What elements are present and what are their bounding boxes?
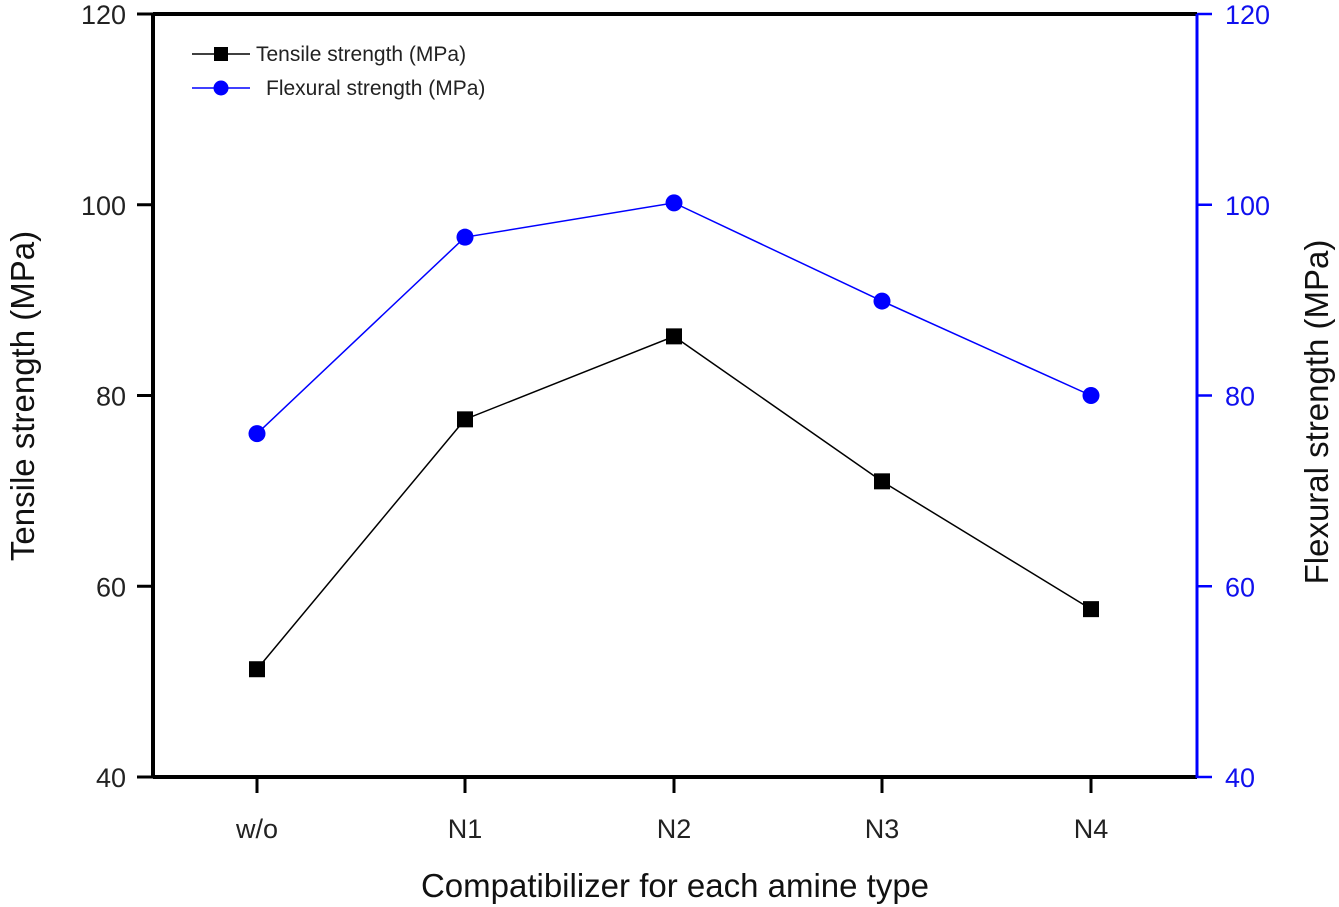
tensile-point-N3 bbox=[874, 473, 890, 490]
y-tick-label: 80 bbox=[96, 382, 126, 412]
y-tick-label: 100 bbox=[81, 191, 126, 221]
legend-marker-flexural bbox=[213, 80, 229, 96]
y2-axis-title: Flexural strength (MPa) bbox=[1298, 240, 1335, 585]
flexural-point-N4 bbox=[1082, 387, 1100, 404]
y2-tick-label: 60 bbox=[1225, 572, 1255, 602]
tensile-point-wo bbox=[249, 661, 265, 678]
y2-tick-label: 100 bbox=[1225, 191, 1270, 221]
flexural-point-wo bbox=[248, 425, 266, 443]
series-line-flexural bbox=[256, 202, 1092, 435]
x-tick-label: w/o bbox=[235, 814, 278, 844]
y-tick-label: 60 bbox=[96, 572, 126, 602]
x-tick-label: N3 bbox=[865, 814, 900, 844]
tensile-point-N4 bbox=[1083, 601, 1099, 618]
y2-tick-label: 120 bbox=[1225, 0, 1270, 30]
x-tick-label: N2 bbox=[657, 814, 692, 844]
tensile-point-N2 bbox=[666, 328, 682, 345]
legend-label-flexural: Flexural strength (MPa) bbox=[266, 77, 485, 100]
y2-tick-label: 40 bbox=[1225, 763, 1255, 793]
flexural-point-N3 bbox=[873, 292, 891, 310]
y-tick-label: 40 bbox=[96, 763, 126, 793]
y-axis-title: Tensile strength (MPa) bbox=[4, 231, 41, 561]
series-line-tensile bbox=[256, 335, 1092, 670]
x-axis-title: Compatibilizer for each amine type bbox=[421, 867, 929, 904]
x-tick-label: N4 bbox=[1074, 814, 1109, 844]
flexural-point-N2 bbox=[665, 194, 683, 212]
y2-tick-label: 80 bbox=[1225, 382, 1255, 412]
series-lines bbox=[256, 202, 1092, 670]
x-tick-label: N1 bbox=[448, 814, 483, 844]
ticks: 40 60 80 100 120 40 60 80 100 120 w/o N1 N2 N3 N4 bbox=[81, 0, 1270, 844]
y-tick-label: 120 bbox=[81, 0, 126, 30]
legend: Tensile strength (MPa) Flexural strength… bbox=[192, 43, 485, 100]
flexural-point-N1 bbox=[456, 228, 474, 246]
legend-marker-tensile bbox=[214, 47, 228, 61]
legend-label-tensile: Tensile strength (MPa) bbox=[256, 43, 466, 66]
series-markers bbox=[248, 194, 1100, 678]
tensile-point-N1 bbox=[457, 411, 473, 428]
axes bbox=[151, 12, 1199, 779]
